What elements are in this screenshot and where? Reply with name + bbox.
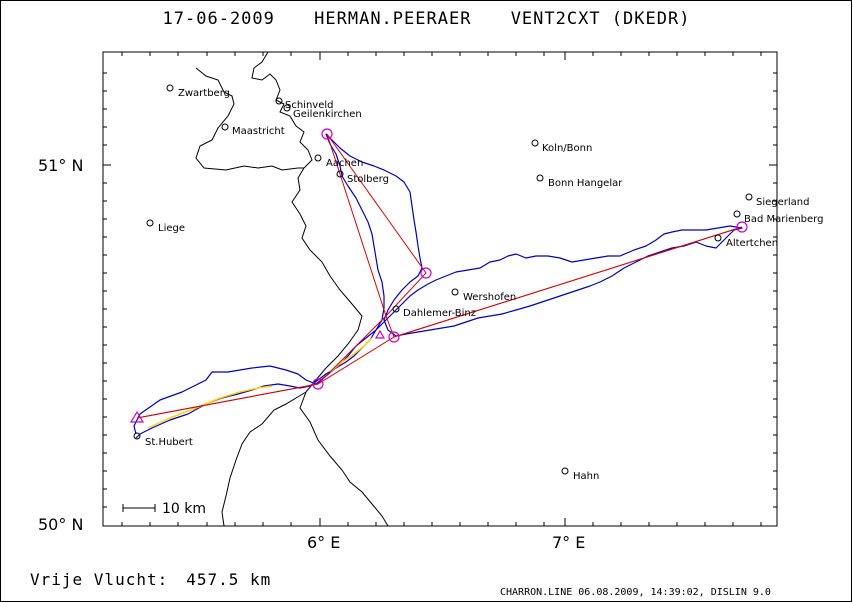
svg-text:Bonn Hangelar: Bonn Hangelar — [548, 178, 623, 189]
svg-text:Liege: Liege — [158, 223, 185, 234]
border-be-lu — [221, 391, 307, 527]
lon-label-6: 6° E — [307, 533, 340, 552]
svg-text:Maastricht: Maastricht — [232, 126, 285, 137]
svg-text:Bad Marienberg: Bad Marienberg — [744, 214, 823, 225]
turnpoint-east-icon — [420, 267, 432, 279]
turnpoint-triangle-icon — [374, 329, 386, 339]
svg-text:Siegerland: Siegerland — [756, 197, 809, 208]
border-nl-de — [251, 51, 313, 169]
border-be-de — [291, 167, 363, 393]
turnpoints — [129, 128, 748, 423]
lat-ticks — [103, 72, 777, 508]
pilot-name: HERMAN.PEERAER — [314, 9, 472, 29]
border-be-nl — [195, 67, 304, 171]
distance-summary: Vrije Vlucht: 457.5 km — [30, 570, 271, 589]
task-leg-start — [136, 383, 319, 419]
place-maastricht: Maastricht — [221, 123, 285, 137]
gps-track — [133, 133, 743, 439]
turnpoint-stolberg-icon — [321, 128, 333, 140]
place-st-hubert: St.Hubert — [133, 432, 193, 448]
place-liege: Liege — [146, 219, 185, 234]
lon-ticks — [121, 52, 762, 526]
svg-text:Wershofen: Wershofen — [463, 292, 516, 303]
lon-label-7: 7° E — [552, 533, 585, 552]
svg-text:Zwartberg: Zwartberg — [178, 88, 230, 99]
start-triangle-icon — [129, 410, 145, 423]
turnpoint-sw-icon — [312, 378, 324, 390]
flight-track — [133, 133, 743, 439]
map-title: 17-06-2009 HERMAN.PEERAER VENT2CXT (DKED… — [0, 9, 853, 29]
country-borders — [195, 51, 389, 527]
distance-value: 457.5 km — [186, 570, 272, 589]
task-leg-return — [317, 133, 743, 385]
svg-text:Stolberg: Stolberg — [347, 174, 389, 185]
svg-text:Dahlemer-Binz: Dahlemer-Binz — [403, 308, 476, 319]
place-markers: Zwartberg Schinveld Geilenkirchen Maastr… — [133, 84, 823, 482]
place-siegerland: Siegerland — [745, 193, 809, 208]
place-bonn-hangelar: Bonn Hangelar — [536, 174, 623, 189]
svg-text:Hahn: Hahn — [573, 471, 599, 482]
task-lines — [136, 133, 743, 419]
lat-label-51: 51° N — [38, 156, 83, 175]
place-schinveld: Schinveld — [275, 97, 334, 111]
place-aachen: Aachen — [314, 154, 363, 169]
place-bad-marienberg: Bad Marienberg — [733, 210, 823, 225]
glider-id: VENT2CXT (DKEDR) — [510, 9, 691, 29]
svg-text:Geilenkirchen: Geilenkirchen — [293, 109, 362, 120]
place-zwartberg: Zwartberg — [166, 84, 230, 99]
svg-text:Koln/Bonn: Koln/Bonn — [542, 143, 592, 154]
border-lu-de — [299, 391, 389, 527]
place-dahlemer-binz: Dahlemer-Binz — [392, 305, 476, 319]
place-altertchen: Altertchen — [714, 234, 778, 249]
distance-label: Vrije Vlucht: — [30, 570, 169, 589]
scale-bar: 10 km — [122, 501, 206, 517]
turnpoint-altertchen-icon — [736, 221, 748, 233]
place-stolberg: Stolberg — [336, 170, 389, 185]
place-hahn: Hahn — [561, 467, 599, 482]
lat-label-50: 50° N — [38, 515, 83, 534]
svg-text:Altertchen: Altertchen — [726, 238, 778, 249]
render-credit: CHARRON.LINE 06.08.2009, 14:39:02, DISLI… — [500, 587, 771, 598]
place-geilenkirchen: Geilenkirchen — [283, 104, 362, 120]
place-koln-bonn: Koln/Bonn — [531, 139, 592, 154]
scale-bar-label: 10 km — [162, 501, 206, 517]
svg-text:Schinveld: Schinveld — [285, 100, 334, 111]
track-highlight-mid — [329, 337, 373, 373]
flight-date: 17-06-2009 — [162, 9, 275, 29]
place-wershofen: Wershofen — [451, 288, 516, 303]
plot-area — [102, 51, 778, 527]
svg-text:St.Hubert: St.Hubert — [145, 437, 193, 448]
turnpoint-dahlemer-icon — [388, 331, 400, 343]
track-highlight-west — [147, 385, 273, 429]
svg-text:Aachen: Aachen — [326, 158, 363, 169]
